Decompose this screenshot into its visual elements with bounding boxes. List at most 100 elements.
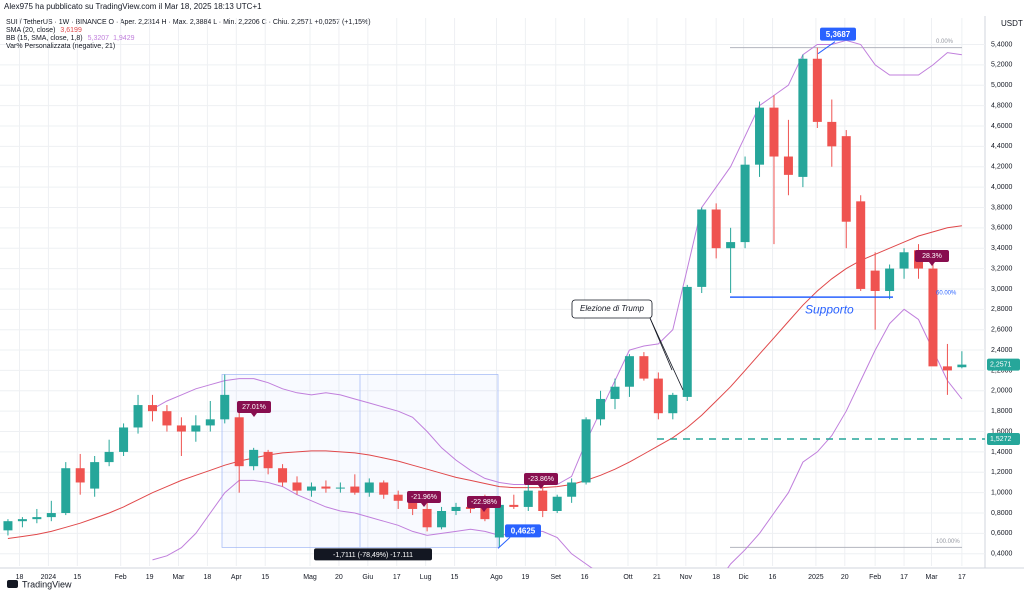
pct-label: -21.96% xyxy=(411,494,437,501)
indicator-value: 1,9429 xyxy=(113,35,135,42)
pct-label-box xyxy=(407,491,441,503)
y-tick-label: 3,0000 xyxy=(991,286,1013,293)
x-tick-label: 18 xyxy=(16,574,24,581)
x-tick-label: 17 xyxy=(393,574,401,581)
low-tag-box xyxy=(505,524,541,538)
x-tick-label: Mar xyxy=(925,574,938,581)
candle-body xyxy=(682,286,692,397)
x-tick-label: 16 xyxy=(581,574,589,581)
price-tag: 2,2571 xyxy=(990,361,1012,368)
brand-logo xyxy=(7,580,18,588)
candle-body xyxy=(885,268,895,291)
y-tick-label: 1,8000 xyxy=(991,408,1013,415)
candle-body xyxy=(494,504,504,538)
candle-body xyxy=(234,417,244,467)
x-tick-label: Ott xyxy=(623,574,632,581)
indicator-name: BB (15, SMA, close, 1,8) xyxy=(6,35,83,42)
plot-area xyxy=(0,18,985,568)
x-tick-label: 20 xyxy=(335,574,343,581)
candle-body xyxy=(812,58,822,122)
pct-label-box xyxy=(915,250,949,262)
y-tick-label: 5,0000 xyxy=(991,82,1013,89)
candle-body xyxy=(581,419,591,483)
attribution: Alex975 ha pubblicato su TradingView.com… xyxy=(4,2,262,11)
pct-label-pointer xyxy=(929,262,935,266)
measure-label-box xyxy=(314,548,432,561)
callout: Elezione di Trump xyxy=(580,304,644,313)
x-tick-label: 19 xyxy=(521,574,529,581)
y-tick-label: 2,0000 xyxy=(991,388,1013,395)
pct-label-box xyxy=(524,473,558,485)
candle-body xyxy=(263,451,273,469)
x-tick-label: Giu xyxy=(362,574,373,581)
y-tick-label: 1,6000 xyxy=(991,428,1013,435)
low-pointer xyxy=(497,537,511,549)
x-tick-label: Mag xyxy=(303,574,317,581)
x-tick-label: 17 xyxy=(900,574,908,581)
fib-60-label: 60.00% xyxy=(936,291,957,297)
candle-body xyxy=(769,107,779,157)
candle-body xyxy=(509,504,519,507)
low-tag: 0,4625 xyxy=(511,527,536,536)
pct-label-box xyxy=(467,496,501,508)
x-tick-label: 16 xyxy=(769,574,777,581)
price-tag-box xyxy=(987,358,1020,371)
candle-body xyxy=(653,378,663,414)
y-tick-label: 0,4000 xyxy=(991,551,1013,558)
pct-label: 28.3% xyxy=(922,253,942,260)
candle-body xyxy=(480,506,490,520)
candle-body xyxy=(870,270,880,291)
candle-body xyxy=(176,425,186,432)
indicator-value: 3,6199 xyxy=(60,27,82,34)
x-tick-label: 20 xyxy=(841,574,849,581)
candle-body xyxy=(567,482,577,497)
y-tick-label: 3,8000 xyxy=(991,204,1013,211)
price-tag-box xyxy=(987,432,1020,445)
fib-100-label: 100.00% xyxy=(936,539,960,545)
indicator-value: 5,3207 xyxy=(88,35,110,42)
y-tick-label: 4,8000 xyxy=(991,102,1013,109)
candle-body xyxy=(610,386,620,399)
candle-body xyxy=(755,107,765,165)
price-tag: 1,5272 xyxy=(990,436,1012,443)
y-tick-label: 3,4000 xyxy=(991,245,1013,252)
y-tick-label: 2,8000 xyxy=(991,306,1013,313)
candle-body xyxy=(90,462,100,489)
y-unit: USDT xyxy=(1001,19,1023,28)
x-tick-label: 2025 xyxy=(808,574,824,581)
pct-label-pointer xyxy=(421,503,427,507)
y-tick-label: 4,2000 xyxy=(991,164,1013,171)
candle-body xyxy=(393,494,403,501)
pct-label: -22.98% xyxy=(471,499,497,506)
pct-label-box xyxy=(237,401,271,413)
x-tick-label: Set xyxy=(550,574,561,581)
candle-body xyxy=(827,121,837,147)
candle-body xyxy=(335,487,345,489)
candle-body xyxy=(408,502,418,509)
y-tick-label: 5,4000 xyxy=(991,41,1013,48)
x-tick-label: Lug xyxy=(420,574,432,581)
y-tick-label: 1,4000 xyxy=(991,449,1013,456)
pct-label: -23.86% xyxy=(528,476,554,483)
candle-body xyxy=(119,427,129,452)
measure-label: -1,7111 (-78,49%) -17.111 xyxy=(333,552,413,559)
indicator-line xyxy=(152,308,963,568)
y-tick-label: 4,6000 xyxy=(991,123,1013,130)
x-tick-label: 15 xyxy=(261,574,269,581)
candle-body xyxy=(740,164,750,243)
candle-body xyxy=(278,468,288,483)
callout-pointer xyxy=(649,317,673,371)
candle-body xyxy=(17,519,27,522)
x-tick-label: Feb xyxy=(869,574,881,581)
indicator-name: Var% Personalizzata (negative, 21) xyxy=(6,43,115,50)
y-tick-label: 2,6000 xyxy=(991,327,1013,334)
candle-body xyxy=(46,513,56,518)
x-tick-label: 18 xyxy=(712,574,720,581)
candle-body xyxy=(899,252,909,269)
candle-body xyxy=(451,506,461,511)
x-tick-label: Mar xyxy=(172,574,185,581)
candle-body xyxy=(191,425,201,432)
candle-body xyxy=(61,468,71,514)
y-tick-label: 3,2000 xyxy=(991,265,1013,272)
pct-label-pointer xyxy=(538,485,544,489)
